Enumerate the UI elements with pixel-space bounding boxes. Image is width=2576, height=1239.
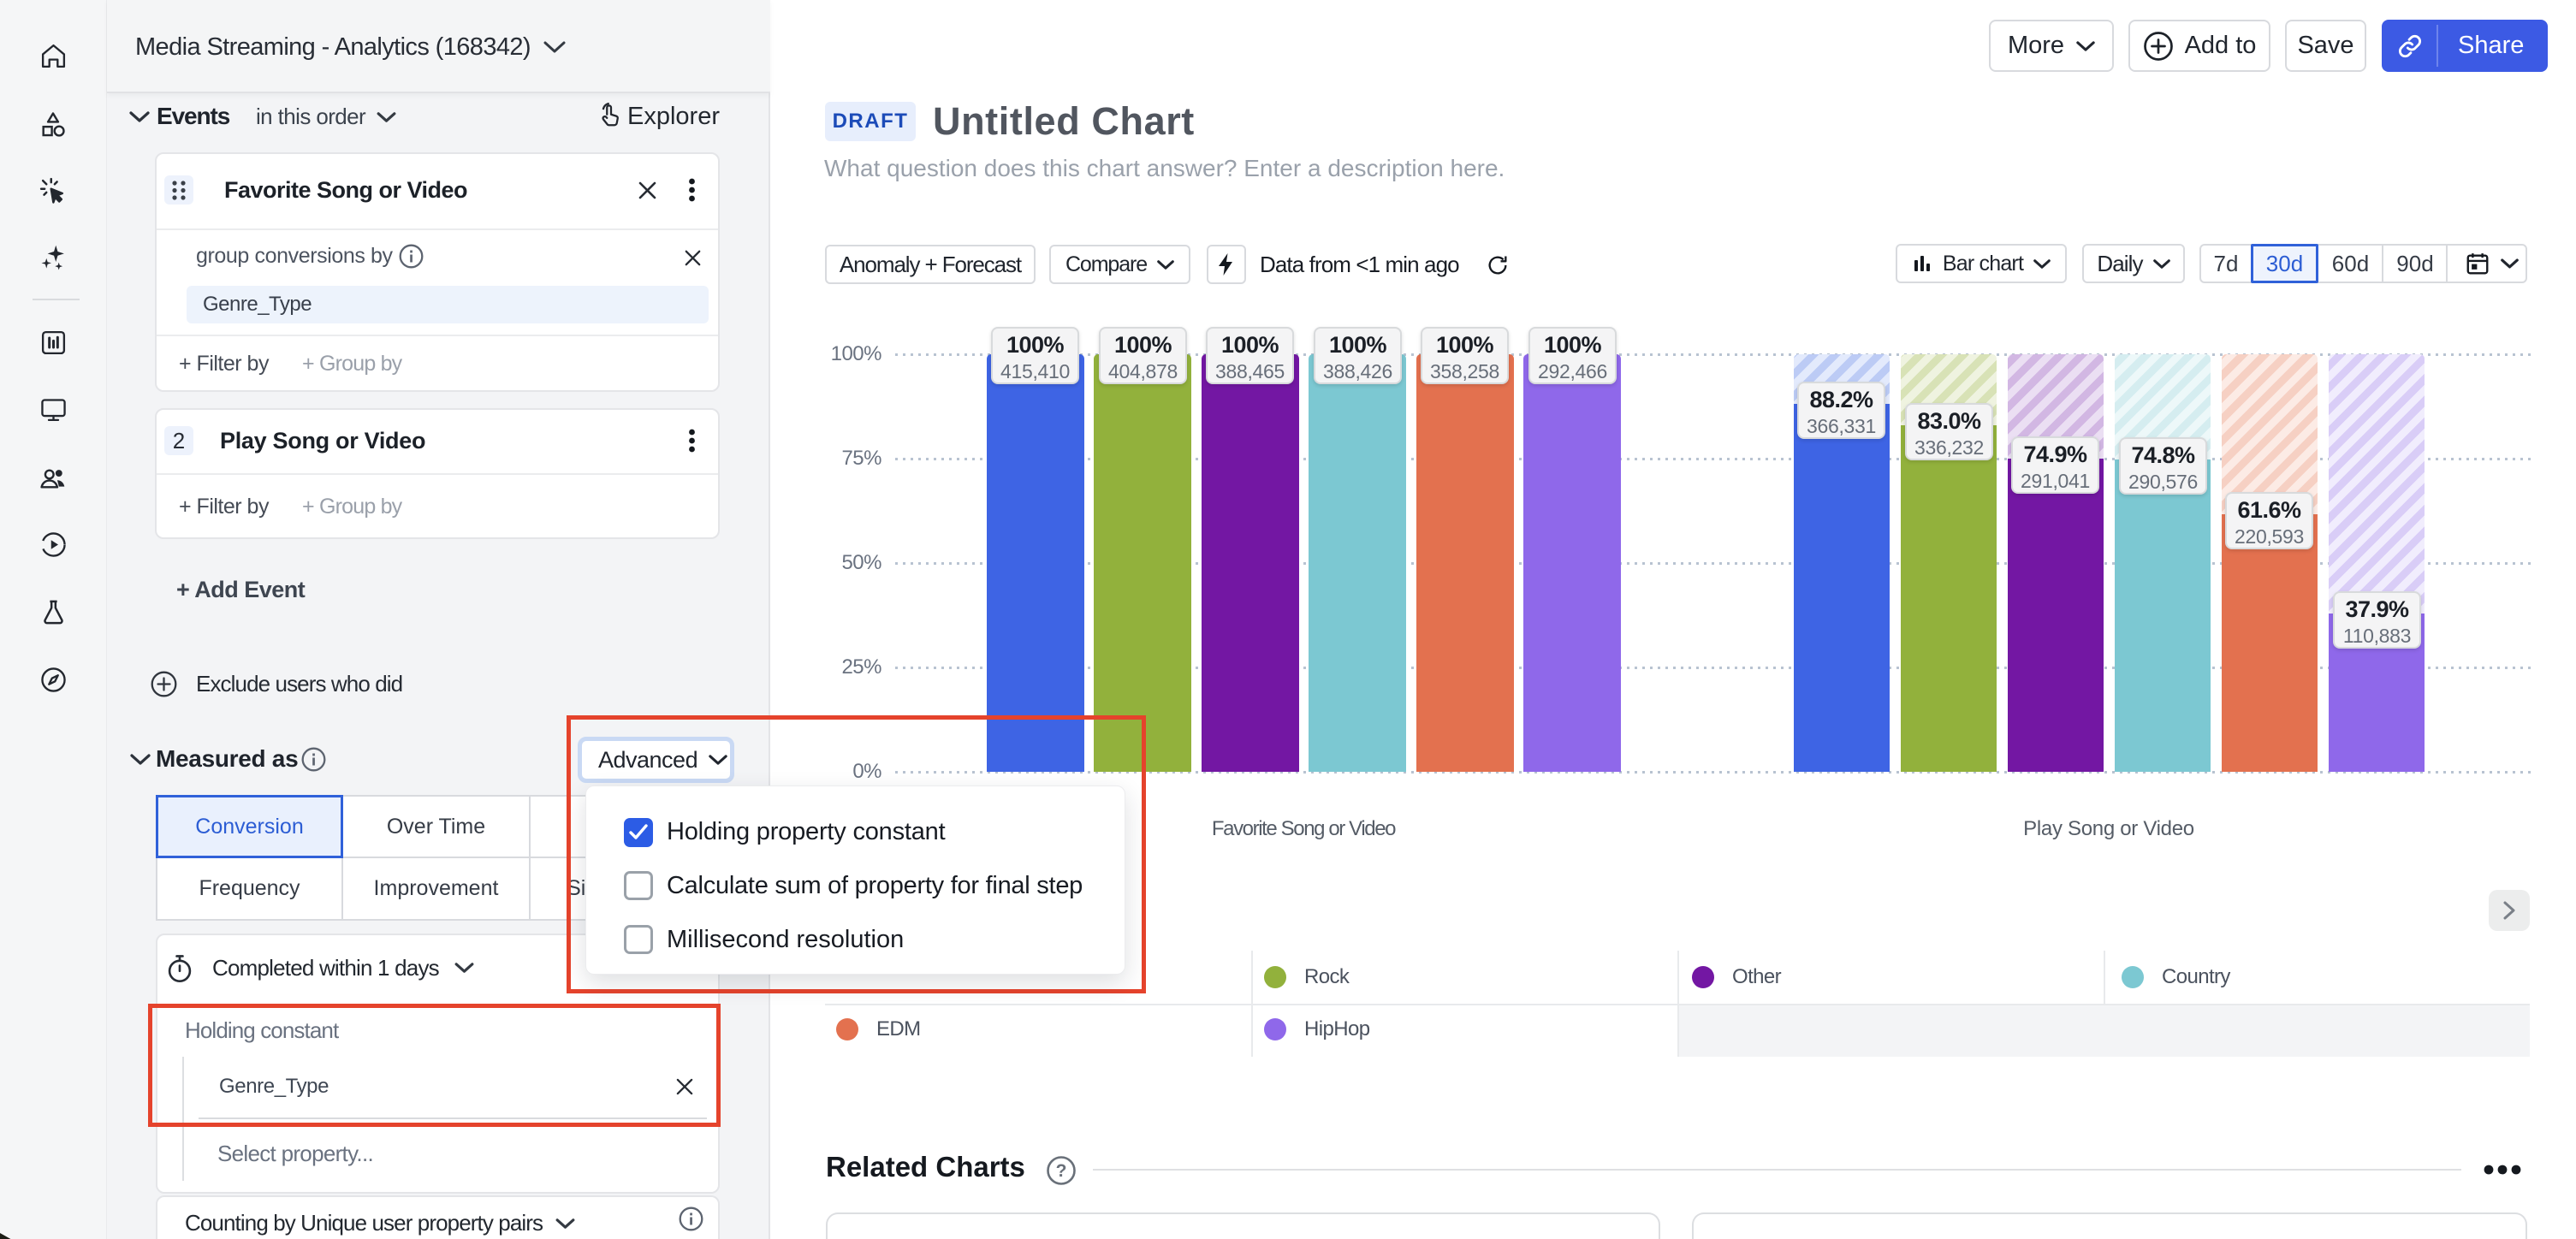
svg-text:?: ? (1056, 1161, 1067, 1181)
